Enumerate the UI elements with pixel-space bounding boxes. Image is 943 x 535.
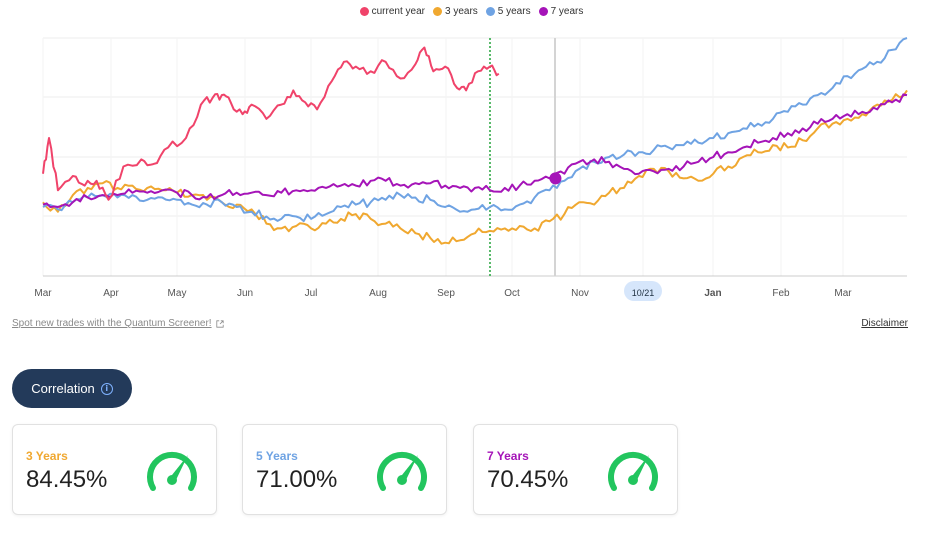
- card-value: 84.45%: [26, 466, 108, 493]
- legend-item-7-years[interactable]: 7 years: [538, 6, 584, 17]
- speedometer-icon: [147, 451, 197, 491]
- legend-dot-icon: [538, 7, 548, 16]
- chart-legend: current year 3 years 5 years 7 years: [0, 6, 943, 17]
- highlighted-tick-badge: [624, 281, 662, 301]
- card-label: 7 Years: [487, 449, 529, 463]
- x-tick-label: Aug: [369, 288, 387, 299]
- disclaimer-link[interactable]: Disclaimer: [861, 318, 908, 329]
- correlation-card-7-years: 7 Years 70.45%: [473, 424, 678, 515]
- speedometer-icon: [377, 451, 427, 491]
- x-tick-label: Jul: [305, 288, 318, 299]
- x-tick-label: Mar: [834, 288, 852, 299]
- series-line-5-years: [42, 37, 908, 223]
- legend-dot-icon: [485, 7, 495, 16]
- correlation-card-5-years: 5 Years 71.00%: [242, 424, 447, 515]
- series-line-7-years: [42, 93, 908, 209]
- x-tick-label: Jun: [237, 288, 253, 299]
- info-icon[interactable]: i: [100, 382, 113, 395]
- today-marker-point: [549, 172, 562, 185]
- card-label: 3 Years: [26, 449, 68, 463]
- legend-dot-icon: [359, 7, 369, 16]
- x-tick-label: May: [168, 288, 187, 299]
- external-link-icon: [215, 319, 224, 328]
- legend-item-current-year[interactable]: current year: [359, 6, 425, 17]
- legend-label: 5 years: [497, 6, 531, 17]
- seasonal-line-chart: Mar Apr May Jun Jul Aug Sep Oct Nov 10/21 Jan Feb Ma…: [34, 37, 908, 301]
- correlation-label: Correlation: [31, 381, 95, 396]
- x-tick-label: Nov: [571, 288, 589, 299]
- legend-label: 3 years: [444, 6, 478, 17]
- legend-label: current year: [371, 6, 425, 17]
- card-label: 5 Years: [256, 449, 298, 463]
- series-line-3-years: [42, 89, 908, 245]
- correlation-button[interactable]: Correlation i: [12, 369, 132, 408]
- legend-item-5-years[interactable]: 5 years: [485, 6, 531, 17]
- legend-item-3-years[interactable]: 3 years: [432, 6, 478, 17]
- quantum-screener-link[interactable]: Spot new trades with the Quantum Screene…: [12, 318, 224, 329]
- card-value: 70.45%: [487, 466, 569, 493]
- x-tick-label: Feb: [772, 288, 790, 299]
- screener-link-text: Spot new trades with the Quantum Screene…: [12, 318, 212, 329]
- x-tick-label: Apr: [103, 288, 119, 299]
- legend-label: 7 years: [550, 6, 584, 17]
- speedometer-icon: [608, 451, 658, 491]
- card-value: 71.00%: [256, 466, 338, 493]
- x-tick-label: Sep: [437, 288, 455, 299]
- x-tick-label: Mar: [34, 288, 52, 299]
- correlation-card-3-years: 3 Years 84.45%: [12, 424, 217, 515]
- legend-dot-icon: [432, 7, 442, 16]
- x-tick-label: Oct: [504, 288, 520, 299]
- x-tick-label: Jan: [704, 288, 721, 299]
- x-tick-label: 10/21: [632, 288, 655, 298]
- series-line-current-year: [42, 46, 500, 201]
